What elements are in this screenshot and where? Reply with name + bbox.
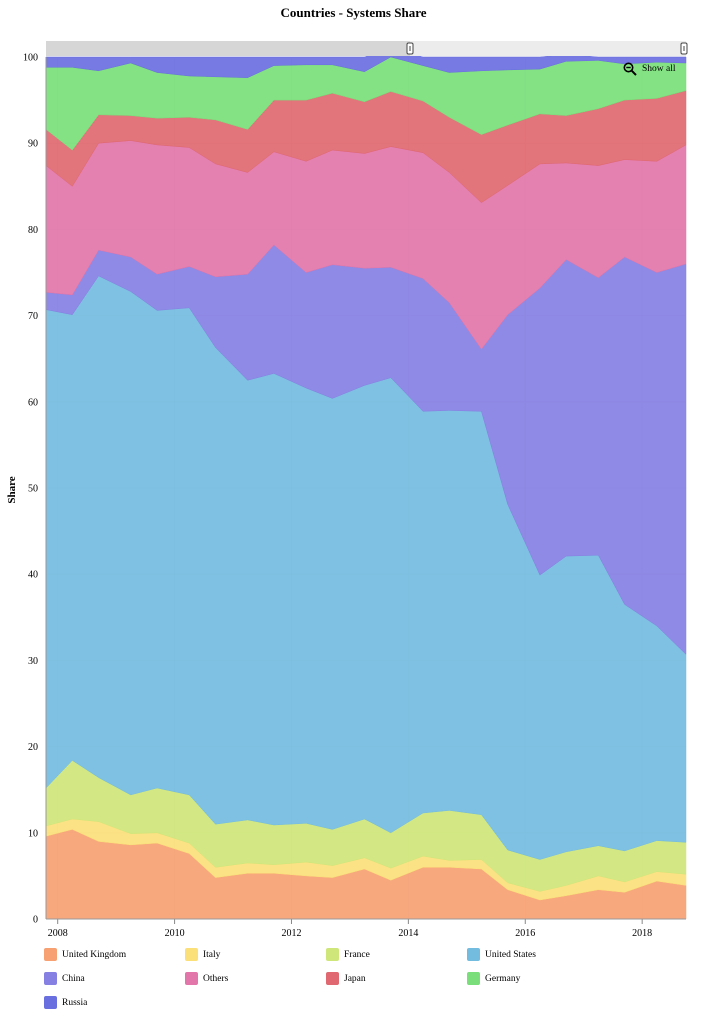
chart-title: Countries - Systems Share xyxy=(280,5,427,20)
y-tick-label: 70 xyxy=(28,311,38,322)
legend-swatch xyxy=(326,948,339,961)
legend-label: United States xyxy=(485,949,536,960)
scrollbar-selection[interactable] xyxy=(46,41,410,56)
show-all-button[interactable]: Show all xyxy=(623,62,676,76)
stacked-area-chart: 0 10 20 30 40 50 60 70 80 90 100 2008 2010 2012 2014 20… xyxy=(23,41,688,939)
legend-item-others[interactable]: Others xyxy=(185,972,228,985)
legend-swatch xyxy=(44,972,57,985)
series-areas xyxy=(45,48,687,920)
legend-item-china[interactable]: China xyxy=(44,972,85,985)
y-tick-label: 10 xyxy=(28,828,38,839)
legend-item-united-states[interactable]: United States xyxy=(467,948,536,961)
y-tick-label: 0 xyxy=(33,915,38,926)
show-all-label: Show all xyxy=(642,64,676,74)
y-tick-label: 60 xyxy=(28,397,38,408)
legend-label: Russia xyxy=(62,997,88,1008)
legend-item-germany[interactable]: Germany xyxy=(467,972,520,985)
zoom-out-icon xyxy=(623,62,637,76)
y-tick-label: 80 xyxy=(28,225,38,236)
legend-swatch xyxy=(44,996,57,1009)
legend-swatch xyxy=(185,948,198,961)
x-tick-label: 2008 xyxy=(48,928,68,939)
legend-label: Japan xyxy=(344,973,366,984)
y-tick-label: 30 xyxy=(28,656,38,667)
legend-label: Italy xyxy=(203,949,221,960)
legend-label: Others xyxy=(203,973,229,984)
x-tick-label: 2016 xyxy=(515,928,535,939)
x-tick-label: 2014 xyxy=(398,928,418,939)
legend-swatch xyxy=(467,948,480,961)
y-tick-label: 90 xyxy=(28,139,38,150)
legend-swatch xyxy=(185,972,198,985)
y-tick-label: 40 xyxy=(28,570,38,581)
legend-item-france[interactable]: France xyxy=(326,948,370,961)
y-tick-label: 50 xyxy=(28,484,38,495)
legend-label: France xyxy=(344,949,370,960)
y-tick-label: 20 xyxy=(28,742,38,753)
legend-item-russia[interactable]: Russia xyxy=(44,996,87,1009)
x-tick-label: 2018 xyxy=(632,928,652,939)
legend-label: China xyxy=(62,973,85,984)
x-tick-label: 2010 xyxy=(165,928,185,939)
area-russia[interactable] xyxy=(45,48,687,78)
x-tick-label: 2012 xyxy=(281,928,301,939)
legend-item-japan[interactable]: Japan xyxy=(326,972,366,985)
y-tick-label: 100 xyxy=(23,53,38,64)
legend-label: United Kingdom xyxy=(62,949,127,960)
legend-item-united-kingdom[interactable]: United Kingdom xyxy=(44,948,126,961)
legend-swatch xyxy=(326,972,339,985)
legend-label: Germany xyxy=(485,973,521,984)
legend-item-italy[interactable]: Italy xyxy=(185,948,220,961)
chart-scrollbar[interactable] xyxy=(46,41,688,56)
legend-swatch xyxy=(44,948,57,961)
legend-swatch xyxy=(467,972,480,985)
axes: 0 10 20 30 40 50 60 70 80 90 100 2008 2010 2012 2014 20… xyxy=(23,53,686,939)
